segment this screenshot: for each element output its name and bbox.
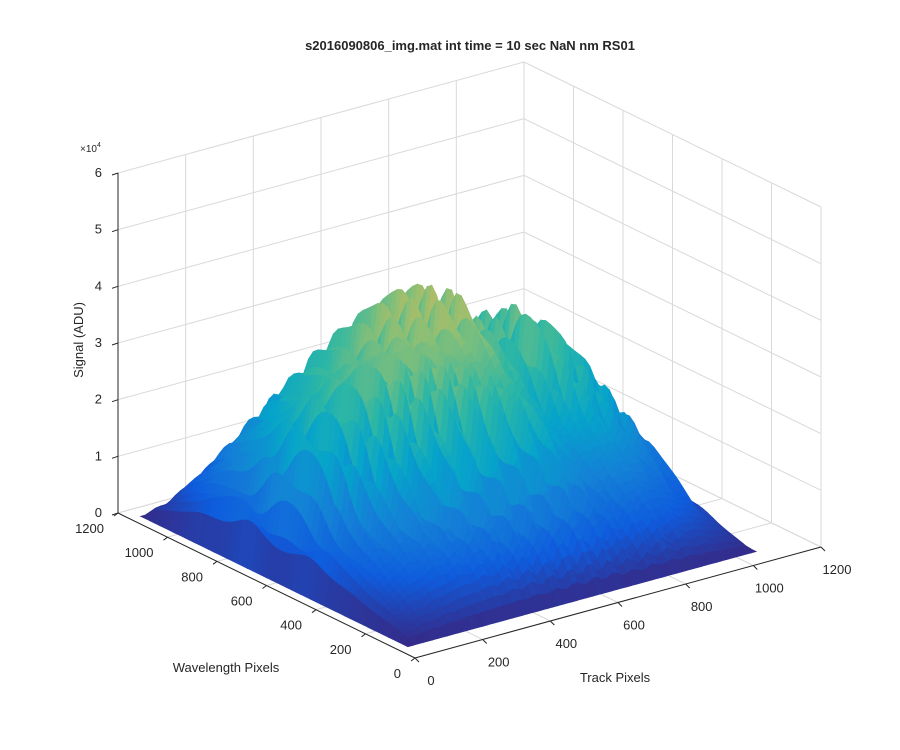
x-tick-label: 400	[555, 636, 577, 651]
x-axis-label: Track Pixels	[580, 670, 651, 685]
y-tick-label: 1200	[75, 521, 104, 536]
y-tick-label: 200	[330, 642, 352, 657]
svg-text:×104: ×104	[80, 142, 101, 155]
grid-line-side-wall-z	[523, 231, 822, 378]
z-tick-label: 3	[95, 335, 102, 350]
z-tick-mark	[111, 512, 119, 516]
x-tick-label: 600	[623, 618, 645, 633]
z-exponent-power: 4	[97, 142, 101, 149]
x-tick-label: 800	[691, 599, 713, 614]
z-tick-mark	[111, 285, 119, 289]
x-tick-mark	[752, 565, 758, 570]
grid-line-side-wall-z	[523, 118, 822, 265]
y-tick-label: 800	[181, 569, 203, 584]
tick-labels: 0200400600800100012000200400600800100012…	[75, 165, 851, 688]
z-exponent-base: ×10	[80, 144, 97, 155]
x-tick-mark	[549, 620, 555, 626]
x-tick-mark	[617, 602, 623, 607]
z-tick-label: 1	[95, 448, 102, 463]
grid-line-side-wall-z	[523, 288, 822, 435]
x-tick-mark	[414, 657, 420, 663]
grid-line-side-wall-z	[523, 174, 822, 321]
z-tick-label: 5	[95, 222, 102, 237]
grid-line-back-wall-z	[117, 61, 525, 174]
y-tick-mark	[361, 633, 366, 638]
z-tick-mark	[111, 399, 119, 403]
grid-line-back-wall-z	[117, 174, 525, 287]
x-tick-mark	[820, 546, 826, 552]
z-tick-label: 0	[95, 505, 102, 520]
y-tick-mark	[410, 657, 416, 662]
y-axis-label: Wavelength Pixels	[173, 660, 280, 675]
surface-mesh	[139, 283, 758, 648]
x-tick-label: 1000	[755, 581, 784, 596]
z-tick-label: 6	[95, 165, 102, 180]
z-axis-label: Signal (ADU)	[71, 302, 86, 378]
surface-patch	[402, 638, 414, 648]
y-tick-label: 600	[231, 594, 253, 609]
y-tick-mark	[163, 536, 168, 541]
grid-line-side-wall-z	[523, 61, 822, 208]
y-tick-mark	[262, 585, 267, 589]
z-tick-mark	[111, 229, 119, 233]
y-tick-mark	[311, 609, 317, 614]
grid-line-back-wall-z	[117, 118, 525, 231]
chart-title: s2016090806_img.mat int time = 10 sec Na…	[305, 38, 635, 53]
y-tick-mark	[212, 560, 218, 565]
x-tick-label: 1200	[823, 562, 852, 577]
z-tick-mark	[111, 455, 119, 459]
x-tick-label: 200	[488, 655, 510, 670]
axes	[111, 172, 826, 663]
x-tick-label: 0	[427, 673, 434, 688]
x-tick-mark	[685, 583, 691, 589]
grid-line-back-wall-z	[117, 231, 525, 344]
y-tick-label: 0	[394, 666, 401, 681]
z-exponent-label: ×104	[80, 142, 101, 155]
y-tick-label: 1000	[125, 545, 154, 560]
z-tick-mark	[111, 172, 119, 176]
y-tick-label: 400	[280, 618, 302, 633]
z-tick-label: 4	[95, 278, 102, 293]
z-tick-label: 2	[95, 392, 102, 407]
z-tick-mark	[111, 342, 119, 346]
x-tick-mark	[482, 639, 488, 644]
